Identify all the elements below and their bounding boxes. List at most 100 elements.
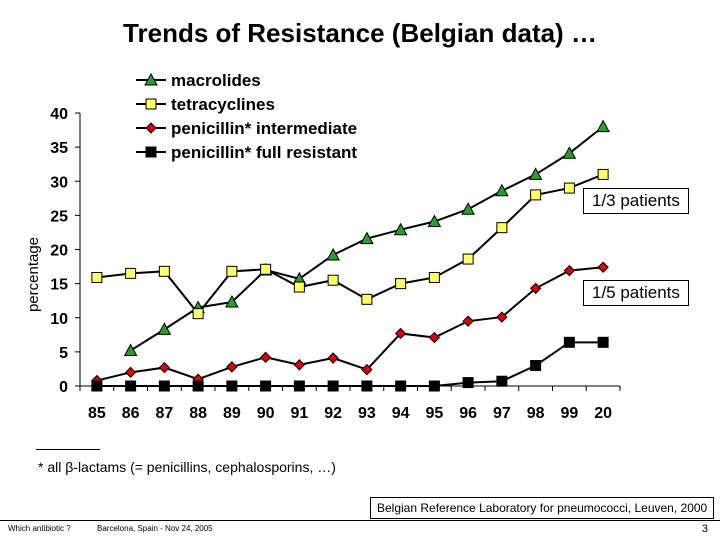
- data-point: [226, 380, 238, 392]
- legend-marker: [145, 146, 157, 158]
- footnote: * all β-lactams (= penicillins, cephalos…: [38, 459, 336, 475]
- legend-marker: [144, 72, 158, 86]
- data-point: [496, 311, 508, 323]
- chart-series-markers: [91, 119, 610, 392]
- data-point: [395, 380, 407, 392]
- data-point: [361, 363, 373, 376]
- legend-entry: macrolides: [171, 71, 261, 90]
- y-tick-label: 30: [50, 174, 68, 191]
- data-point: [326, 247, 340, 261]
- data-point: [91, 380, 103, 392]
- data-point: [226, 265, 238, 277]
- data-point: [428, 271, 440, 283]
- callout-upper: 1/3 patients: [583, 188, 689, 214]
- data-point: [496, 375, 508, 387]
- data-point: [597, 261, 609, 273]
- data-point: [327, 274, 339, 286]
- data-point: [462, 253, 474, 265]
- x-tick-label: 94: [392, 405, 410, 422]
- x-tick-label: 93: [358, 405, 376, 422]
- slide-title: Trends of Resistance (Belgian data) …: [123, 18, 597, 48]
- legend-marker: [145, 122, 157, 134]
- x-tick-label: 95: [425, 405, 443, 422]
- data-point: [158, 265, 170, 277]
- data-point: [260, 263, 272, 275]
- series-line-2: [96, 266, 604, 382]
- chart-legend: macrolides tetracyclines penicillin* inter…: [136, 71, 357, 162]
- data-point: [327, 352, 339, 364]
- footer-left: Which antibiotic ?: [8, 524, 71, 533]
- data-point: [225, 295, 239, 308]
- data-point: [563, 182, 575, 194]
- data-point: [91, 271, 103, 283]
- data-point: [123, 343, 138, 357]
- y-tick-label: 0: [59, 379, 68, 396]
- data-point: [125, 267, 137, 279]
- x-tick-label: 20: [594, 405, 612, 422]
- series-line-3: [96, 341, 604, 387]
- x-tick-label: 92: [324, 405, 342, 422]
- source-box: Belgian Reference Laboratory for pneumoc…: [370, 497, 715, 519]
- page-number: 3: [701, 523, 708, 535]
- data-point: [597, 168, 609, 180]
- data-point: [530, 189, 542, 201]
- legend-entry: tetracyclines: [171, 95, 275, 114]
- y-tick-label: 15: [50, 277, 68, 294]
- data-point: [530, 360, 542, 372]
- data-point: [495, 183, 509, 197]
- data-point: [361, 293, 373, 305]
- x-tick-label: 98: [527, 405, 545, 422]
- legend-entry: penicillin* intermediate: [171, 119, 357, 138]
- data-point: [395, 278, 407, 290]
- data-point: [597, 336, 609, 348]
- footnote-separator: [36, 449, 100, 450]
- data-point: [427, 214, 442, 228]
- data-point: [327, 380, 339, 392]
- data-point: [124, 366, 137, 379]
- y-tick-label: 25: [50, 208, 68, 225]
- data-point: [259, 351, 272, 364]
- data-point: [394, 327, 407, 340]
- chart-axes: 0 5 10 15 20 25 30 35 40 85 86 87 88 89 90 91 92 93 94 95 96…: [25, 106, 621, 422]
- x-tick-label: 97: [493, 405, 511, 422]
- y-tick-label: 20: [50, 243, 68, 260]
- data-point: [293, 359, 306, 371]
- data-point: [462, 315, 474, 327]
- data-point: [293, 281, 305, 293]
- data-point: [360, 231, 374, 245]
- x-tick-label: 88: [189, 405, 207, 422]
- x-tick-label: 91: [290, 405, 308, 422]
- data-point: [563, 264, 576, 277]
- data-point: [293, 380, 305, 392]
- data-point: [361, 380, 373, 392]
- data-point: [158, 361, 171, 374]
- x-tick-label: 85: [88, 405, 106, 422]
- data-point: [192, 380, 204, 392]
- data-point: [393, 222, 408, 236]
- data-point: [528, 167, 543, 180]
- data-point: [596, 119, 610, 133]
- data-point: [260, 380, 272, 392]
- x-tick-label: 96: [459, 405, 477, 422]
- callout-lower: 1/5 patients: [583, 280, 689, 306]
- data-point: [428, 331, 441, 344]
- legend-marker: [145, 98, 157, 110]
- footer-center: Barcelona, Spain - Nov 24, 2005: [97, 524, 213, 533]
- y-tick-label: 35: [50, 140, 68, 157]
- y-tick-label: 10: [50, 311, 68, 328]
- series-line-1: [96, 173, 604, 316]
- x-tick-label: 90: [257, 405, 275, 422]
- footer-divider: [0, 520, 720, 521]
- data-point: [563, 336, 575, 348]
- data-point: [226, 361, 238, 373]
- data-point: [158, 380, 170, 392]
- x-tick-label: 87: [155, 405, 173, 422]
- chart-series-lines: [96, 125, 604, 387]
- data-point: [496, 222, 508, 234]
- data-point: [461, 202, 475, 215]
- x-tick-label: 99: [560, 405, 578, 422]
- data-point: [462, 377, 474, 389]
- y-tick-label: 40: [50, 106, 68, 123]
- data-point: [529, 282, 542, 295]
